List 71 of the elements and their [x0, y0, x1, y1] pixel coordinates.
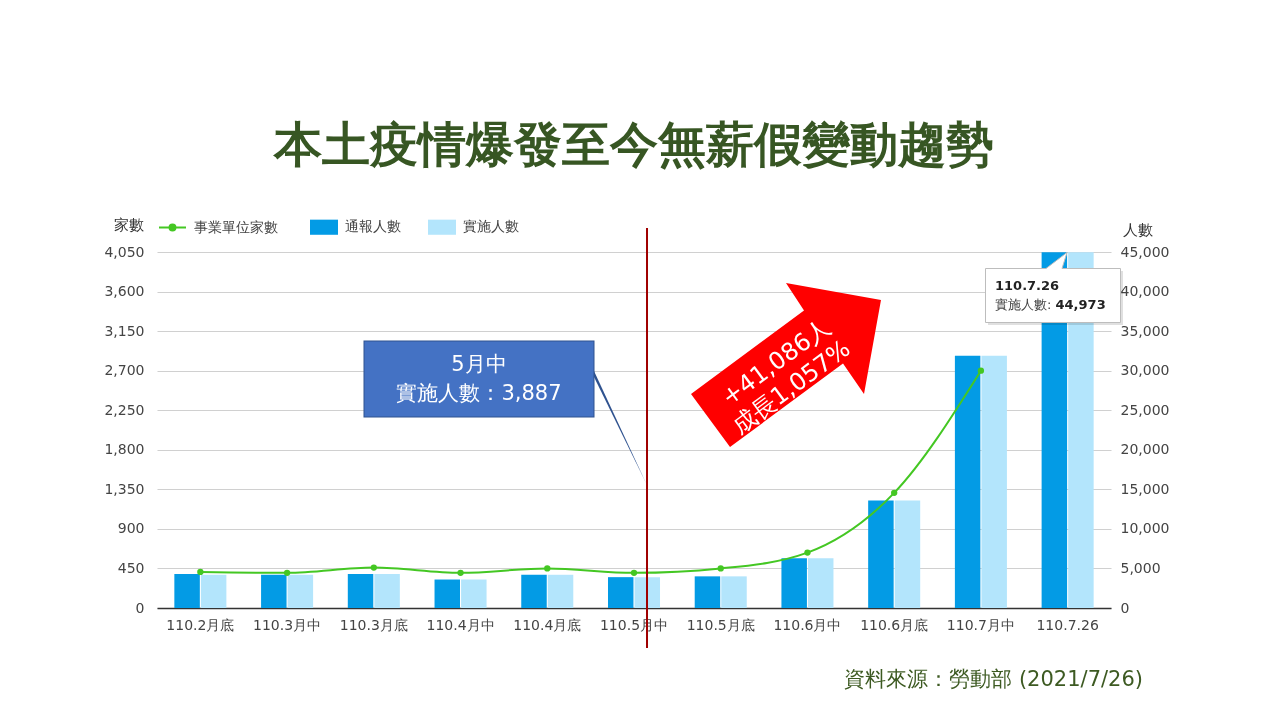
- bar: [521, 574, 547, 608]
- legend-label: 實施人數: [463, 218, 519, 235]
- y-tick-label: 3,600: [104, 283, 145, 300]
- point: [457, 569, 464, 576]
- bar: [374, 573, 400, 608]
- y-tick-label: 1,800: [104, 441, 145, 458]
- bar: [461, 579, 487, 608]
- x-tick-label: 110.7月中: [946, 616, 1015, 633]
- y-tick-label: 2,700: [104, 362, 145, 379]
- point: [544, 565, 551, 572]
- y2-tick-label: 5,000: [1120, 559, 1161, 576]
- y-tick-label: 0: [135, 599, 145, 616]
- x-tick-label: 110.2月底: [166, 616, 235, 633]
- x-tick-label: 110.4月底: [513, 616, 582, 633]
- point: [891, 489, 898, 497]
- bar: [981, 355, 1007, 608]
- bar: [607, 577, 634, 608]
- chart-title: 本土疫情爆發至今無薪假變動趨勢: [273, 116, 994, 172]
- x-tick-label: 110.3月中: [253, 616, 322, 633]
- annotation: 實施人數: 44,973: [995, 297, 1106, 312]
- y2-tick-label: 20,000: [1120, 441, 1170, 458]
- y2-tick-label: 15,000: [1120, 480, 1170, 497]
- point: [630, 569, 638, 576]
- bar: [954, 355, 981, 608]
- y-axis-title: 家數: [113, 215, 144, 234]
- bar: [200, 574, 227, 608]
- bar: [694, 576, 721, 608]
- bar: [547, 574, 574, 608]
- bar: [634, 577, 661, 608]
- bar: [261, 574, 287, 608]
- x-tick-label: 110.6月底: [860, 616, 929, 633]
- y2-axis-title: 人數: [1122, 220, 1153, 239]
- bar: [347, 573, 374, 608]
- bar: [174, 573, 200, 608]
- x-tick-label: 110.3月底: [339, 616, 408, 633]
- bar: [721, 576, 747, 608]
- bar: [894, 500, 921, 608]
- bar: [807, 558, 834, 608]
- x-tick-label: 110.5月底: [686, 616, 755, 633]
- y-tick-label: 4,050: [104, 243, 145, 260]
- y2-tick-label: 30,000: [1120, 362, 1170, 379]
- point: [804, 549, 811, 556]
- source-note: 資料來源：勞動部 (2021/7/26): [844, 667, 1143, 691]
- annotation: 110.7.26: [995, 278, 1060, 293]
- y2-tick-label: 40,000: [1120, 283, 1170, 300]
- point: [197, 568, 204, 576]
- x-tick-label: 110.4月中: [426, 616, 495, 633]
- y2-tick-label: 10,000: [1120, 520, 1170, 537]
- point: [977, 367, 985, 374]
- x-tick-label: 110.7.26: [1036, 616, 1099, 633]
- y-tick-label: 450: [117, 559, 145, 576]
- y2-tick-label: 45,000: [1120, 243, 1170, 260]
- x-tick-label: 110.6月中: [773, 616, 842, 633]
- y-tick-label: 1,350: [104, 480, 145, 497]
- point: [283, 569, 291, 576]
- annotation: 實施人數：3,887: [396, 381, 562, 405]
- bar: [287, 574, 314, 608]
- y-tick-label: 3,150: [104, 322, 145, 339]
- y-tick-label: 2,250: [104, 401, 145, 418]
- y2-tick-label: 25,000: [1120, 401, 1170, 418]
- legend-label: 通報人數: [345, 218, 401, 235]
- y2-tick-label: 0: [1120, 599, 1130, 616]
- point: [717, 565, 724, 572]
- bar: [781, 558, 807, 608]
- point: [370, 564, 377, 571]
- y2-tick-label: 35,000: [1120, 322, 1170, 339]
- bar: [434, 579, 461, 608]
- legend-label: 事業單位家數: [194, 218, 278, 235]
- annotation: 5月中: [451, 352, 507, 376]
- y-tick-label: 900: [117, 520, 145, 537]
- bar: [868, 500, 894, 608]
